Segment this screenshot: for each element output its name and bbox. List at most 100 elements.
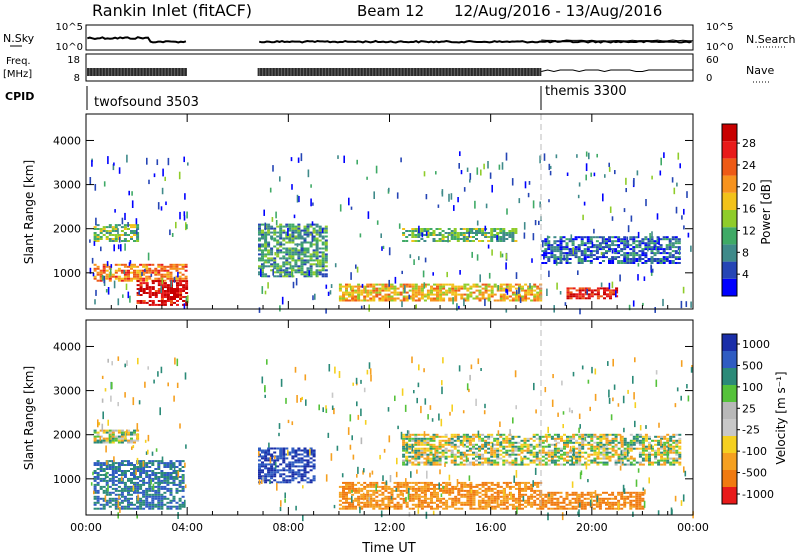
echo-cell xyxy=(466,297,470,300)
echo-cell xyxy=(108,274,111,278)
echo-cell xyxy=(420,289,424,292)
echo-cell xyxy=(496,455,500,458)
echo-cell xyxy=(111,234,115,236)
echo-cell xyxy=(632,248,636,251)
echo-cell xyxy=(130,433,133,436)
echo-cell xyxy=(338,283,342,286)
echo-cell xyxy=(342,299,345,302)
echo-cell xyxy=(496,481,500,484)
nave-series xyxy=(541,69,693,73)
echo-cell xyxy=(360,483,364,486)
echo-cell xyxy=(309,469,313,472)
echo-cell xyxy=(626,262,630,264)
echo-cell xyxy=(148,290,152,292)
echo-cell xyxy=(524,505,528,508)
echo-cell xyxy=(487,497,491,500)
echo-cell xyxy=(105,466,109,468)
echo-cell xyxy=(139,487,143,490)
freq-tick-top: 18 xyxy=(67,55,80,66)
echo-cell xyxy=(172,263,176,266)
echo-cell xyxy=(160,206,163,211)
echo-cell xyxy=(608,248,611,251)
echo-cell xyxy=(306,455,310,458)
echo-cell xyxy=(532,435,536,438)
echo-cell xyxy=(285,235,289,238)
echo-cell xyxy=(264,451,268,454)
echo-cell xyxy=(493,439,497,442)
echo-cell xyxy=(300,237,304,240)
echo-cell xyxy=(563,463,566,466)
echo-cell xyxy=(560,439,563,442)
echo-cell xyxy=(157,273,161,276)
echo-cell xyxy=(297,223,301,226)
echo-cell xyxy=(432,433,436,436)
echo-cell xyxy=(117,464,121,466)
echo-cell xyxy=(565,260,569,262)
echo-cell xyxy=(518,285,521,288)
echo-cell xyxy=(105,273,109,276)
echo-cell xyxy=(264,273,268,276)
echo-cell xyxy=(291,184,293,190)
echo-cell xyxy=(163,303,167,306)
echo-cell xyxy=(107,287,110,295)
echo-cell xyxy=(297,237,301,240)
echo-cell xyxy=(478,435,481,438)
echo-cell xyxy=(481,433,485,436)
echo-cell xyxy=(411,437,415,440)
echo-cell xyxy=(166,288,170,290)
echo-cell xyxy=(314,293,316,300)
echo-cell xyxy=(653,244,657,247)
echo-cell xyxy=(451,289,455,292)
echo-cell xyxy=(163,296,167,298)
echo-cell xyxy=(570,234,573,242)
echo-cell xyxy=(519,297,522,304)
nsearch-series xyxy=(541,39,694,42)
echo-cell xyxy=(99,232,103,234)
echo-cell xyxy=(342,507,345,510)
echo-cell xyxy=(608,262,611,264)
echo-cell xyxy=(108,460,112,463)
echo-cell xyxy=(478,491,482,494)
echo-cell xyxy=(505,449,509,452)
echo-cell xyxy=(556,433,560,436)
echo-cell xyxy=(384,495,388,498)
echo-cell xyxy=(456,445,460,448)
echo-cell xyxy=(139,464,143,466)
echo-cell xyxy=(148,179,150,185)
echo-cell xyxy=(454,495,458,498)
echo-cell xyxy=(426,289,430,292)
echo-cell xyxy=(550,451,554,454)
echo-cell xyxy=(294,453,298,456)
echo-cell xyxy=(612,291,616,294)
echo-cell xyxy=(445,487,449,490)
echo-cell xyxy=(291,249,295,252)
echo-cell xyxy=(145,286,149,289)
echo-cell xyxy=(133,230,136,232)
echo-cell xyxy=(258,253,261,256)
echo-cell xyxy=(487,443,491,446)
echo-cell xyxy=(279,273,283,276)
echo-cell xyxy=(273,245,277,248)
echo-cell xyxy=(123,269,127,272)
echo-cell xyxy=(89,177,92,185)
echo-cell xyxy=(502,240,506,242)
echo-cell xyxy=(267,467,271,470)
echo-cell xyxy=(105,232,109,234)
echo-cell xyxy=(671,256,675,259)
echo-cell xyxy=(426,297,430,300)
echo-cell xyxy=(294,451,298,454)
echo-cell xyxy=(133,226,136,229)
echo-cell xyxy=(662,236,666,239)
echo-cell xyxy=(560,449,563,452)
echo-cell xyxy=(547,236,551,239)
echo-cell xyxy=(270,249,274,252)
echo-cell xyxy=(261,229,264,232)
echo-cell xyxy=(324,265,328,268)
echo-cell xyxy=(178,497,182,500)
echo-cell xyxy=(656,236,660,239)
echo-cell xyxy=(181,489,185,492)
echo-cell xyxy=(288,471,292,474)
echo-cell xyxy=(466,489,470,492)
echo-cell xyxy=(553,258,557,260)
echo-cell xyxy=(288,475,292,478)
